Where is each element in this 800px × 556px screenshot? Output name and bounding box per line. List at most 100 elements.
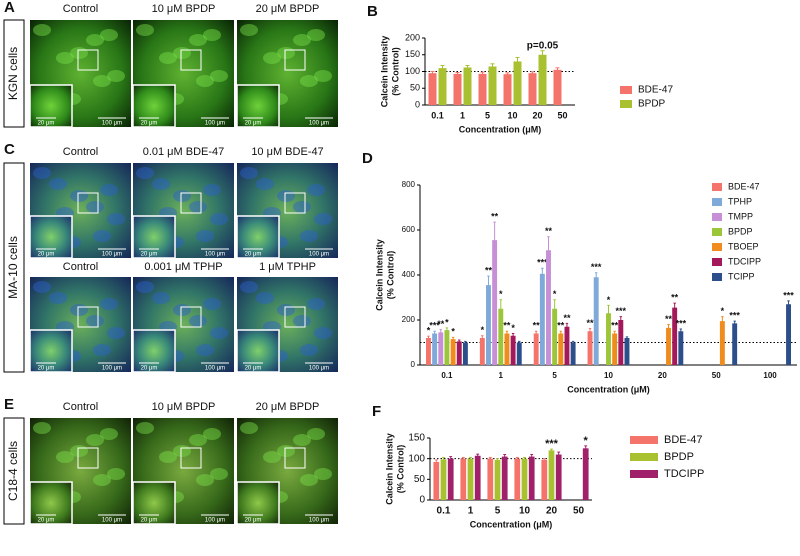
cell <box>159 451 177 463</box>
panel-letter: A <box>4 0 15 16</box>
cell <box>100 298 118 310</box>
cell <box>196 230 214 242</box>
cell <box>107 70 125 82</box>
cell <box>210 468 228 480</box>
image-label: Control <box>63 401 98 413</box>
cell <box>33 24 51 36</box>
significance-label: *** <box>545 438 559 450</box>
inset-scale-label: 20 μm <box>141 518 158 524</box>
legend-swatch <box>712 213 722 221</box>
x-tick-label: 0.1 <box>431 110 444 120</box>
bar <box>433 461 440 500</box>
x-tick-label: 5 <box>485 110 490 120</box>
significance-label: *** <box>729 311 740 321</box>
cell <box>86 34 104 46</box>
y-tick-label: 800 <box>402 180 416 189</box>
x-tick-label: 50 <box>712 371 721 380</box>
scale-label: 100 μm <box>102 366 122 372</box>
cell <box>107 468 125 480</box>
legend-swatch <box>712 183 722 191</box>
scale-label: 100 μm <box>102 121 122 127</box>
bar <box>501 456 508 500</box>
bar <box>432 333 438 365</box>
scale-label: 100 μm <box>205 518 225 524</box>
cell <box>189 201 207 213</box>
bar <box>467 458 474 500</box>
inset <box>132 329 176 373</box>
panel-letter: F <box>372 403 381 420</box>
zoom-box <box>180 49 202 71</box>
x-tick-label: 0.1 <box>437 506 451 517</box>
bar <box>548 450 555 500</box>
inset-scale-label: 20 μm <box>38 252 55 258</box>
cell <box>100 428 118 440</box>
y-tick-label: 50 <box>410 83 420 93</box>
bar <box>624 338 630 365</box>
cell <box>136 24 154 36</box>
panel-letter: E <box>4 396 14 413</box>
cell <box>70 190 88 202</box>
x-tick-label: 5 <box>495 506 501 517</box>
significance-label: * <box>451 327 455 337</box>
bar <box>453 73 462 105</box>
significance-label: *** <box>616 306 627 316</box>
legend-swatch <box>630 453 658 461</box>
cell <box>93 75 111 87</box>
inset-scale-label: 20 μm <box>38 366 55 372</box>
bar <box>504 333 510 365</box>
bar <box>498 308 504 365</box>
inset-scale-label: 20 μm <box>245 366 262 372</box>
y-axis-label: Calcein Intensity <box>384 433 394 505</box>
significance-label: * <box>445 317 449 327</box>
significance-label: ** <box>557 321 565 331</box>
bar <box>564 326 570 365</box>
bar <box>438 332 444 365</box>
bar <box>672 307 678 365</box>
cell <box>314 468 332 480</box>
inset-scale-label: 20 μm <box>245 252 262 258</box>
bar <box>612 333 618 365</box>
cell <box>240 167 258 179</box>
legend-label: BDE-47 <box>728 181 760 191</box>
cell <box>203 184 221 196</box>
bar <box>444 330 450 365</box>
bar <box>462 342 468 365</box>
cell <box>152 292 170 304</box>
y-tick-label: 200 <box>402 315 416 324</box>
significance-label: * <box>584 435 589 447</box>
cell <box>240 422 258 434</box>
inset-scale-label: 20 μm <box>38 121 55 127</box>
significance-label: *** <box>429 321 440 331</box>
legend-label: TMPP <box>728 211 753 221</box>
cell <box>159 52 177 64</box>
x-tick-label: 50 <box>557 110 567 120</box>
zoom-box <box>77 447 99 469</box>
bar <box>450 339 456 365</box>
y-tick-label: 50 <box>414 474 426 485</box>
cell <box>152 178 170 190</box>
bar <box>426 338 431 365</box>
zoom-box <box>180 192 202 214</box>
cell <box>196 344 214 356</box>
legend-label: BPDP <box>664 451 694 463</box>
bar <box>558 333 564 365</box>
zoom-box <box>284 306 306 328</box>
cell <box>314 327 332 339</box>
cell <box>293 315 311 327</box>
cell <box>277 304 295 316</box>
cell <box>210 70 228 82</box>
cell <box>136 167 154 179</box>
x-tick-label: 0.1 <box>441 371 453 380</box>
significance-label: ** <box>491 212 499 222</box>
x-tick-label: 1 <box>499 371 504 380</box>
y-tick-label: 200 <box>405 32 420 42</box>
image-label: 0.001 μM TPHP <box>144 261 222 273</box>
significance-label: ** <box>533 321 541 331</box>
panel-letter: C <box>4 141 15 158</box>
cell <box>300 75 318 87</box>
legend-swatch <box>620 100 632 108</box>
bar <box>440 459 447 500</box>
bar <box>487 458 494 500</box>
cell <box>240 281 258 293</box>
bar <box>494 459 501 500</box>
